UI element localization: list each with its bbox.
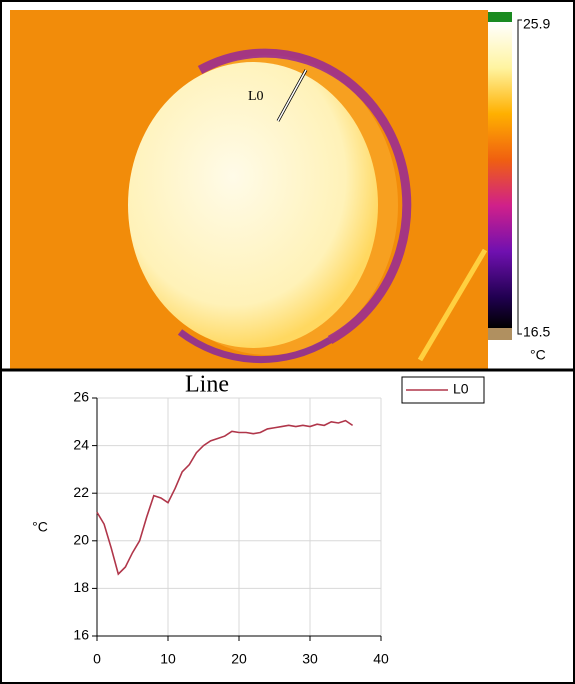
- y-tick-label: 20: [73, 532, 89, 548]
- scale-cap: [488, 12, 512, 22]
- ring: [197, 48, 412, 344]
- scale-unit: °C: [530, 347, 546, 363]
- y-tick-label: 16: [73, 627, 89, 643]
- scale-bracket: [517, 19, 522, 335]
- ring: [177, 329, 332, 364]
- x-tick-label: 20: [231, 651, 247, 667]
- legend-label: L0: [453, 381, 469, 397]
- y-tick-label: 24: [73, 436, 89, 452]
- colorbar: [488, 22, 512, 328]
- y-tick-label: 26: [73, 389, 89, 405]
- y-tick-label: 22: [73, 484, 89, 500]
- scale-max: 25.9: [523, 16, 550, 32]
- scale-min: 16.5: [523, 324, 550, 340]
- disc: [128, 62, 378, 348]
- probe-line: [277, 69, 307, 122]
- x-tick-label: 10: [160, 651, 176, 667]
- legend-box: [401, 376, 485, 404]
- x-tick-label: 0: [93, 651, 101, 667]
- hot-edge: [417, 248, 488, 362]
- series-line: [96, 419, 354, 576]
- y-axis-label: °C: [32, 519, 48, 535]
- probe-label: L0: [248, 89, 264, 104]
- y-tick-label: 18: [73, 579, 89, 595]
- x-tick-label: 30: [302, 651, 318, 667]
- x-tick-label: 40: [373, 651, 389, 667]
- chart-title: Line: [185, 372, 229, 398]
- scale-cap: [488, 328, 512, 340]
